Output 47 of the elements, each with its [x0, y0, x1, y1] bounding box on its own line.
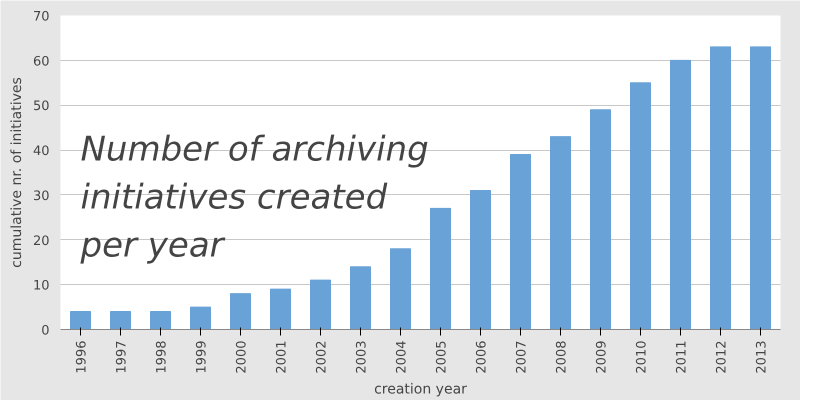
x-tick-label: 2001	[274, 340, 290, 374]
y-axis-title: cumulative nr. of initiatives	[8, 77, 25, 268]
x-tick-label: 2003	[354, 340, 370, 374]
bar	[70, 311, 91, 330]
x-tick-label: 1996	[74, 340, 90, 374]
bar	[710, 46, 731, 330]
bar	[750, 46, 771, 330]
x-tick-label: 2011	[674, 340, 690, 374]
x-tick-label: 2005	[434, 340, 450, 374]
bar	[110, 311, 131, 330]
x-tick-label: 2000	[234, 340, 250, 374]
bar	[630, 82, 651, 330]
x-axis-title: creation year	[374, 382, 468, 398]
x-tick-label: 2007	[514, 340, 530, 374]
y-tick-label: 20	[32, 234, 50, 249]
y-tick-label: 60	[32, 54, 50, 70]
x-tick-label: 2013	[754, 340, 770, 374]
y-tick-label: 70	[32, 10, 50, 24]
y-tick-label: 10	[32, 278, 50, 294]
y-tick-label: 50	[32, 99, 50, 114]
text: Number of archiving initiatives created per year	[80, 130, 429, 266]
bar	[150, 311, 171, 330]
bar	[670, 60, 691, 330]
bar	[230, 293, 251, 330]
bar	[190, 306, 211, 330]
x-tick-label: 1999	[194, 340, 210, 374]
y-tick-label: 0	[41, 324, 50, 338]
bar	[510, 154, 531, 330]
bar	[350, 266, 371, 330]
bar	[390, 248, 411, 330]
bar	[270, 288, 291, 330]
x-tick-label: 2008	[554, 340, 570, 374]
x-tick-label: 2009	[594, 340, 610, 374]
x-tick-label: 2006	[474, 340, 490, 374]
bar	[430, 208, 451, 330]
x-tick-label: 2002	[314, 340, 330, 374]
bar	[470, 190, 491, 330]
x-tick-label: 2012	[714, 340, 730, 374]
x-tick-label: 2010	[634, 340, 650, 374]
y-tick-label: 40	[32, 144, 50, 160]
bar	[550, 136, 571, 330]
x-tick-label: 1998	[154, 340, 170, 374]
bar	[590, 109, 611, 330]
x-tick-label: 1997	[114, 340, 130, 374]
x-tick-label: 2004	[394, 340, 410, 374]
bar	[310, 280, 331, 330]
y-tick-label: 30	[32, 188, 50, 204]
